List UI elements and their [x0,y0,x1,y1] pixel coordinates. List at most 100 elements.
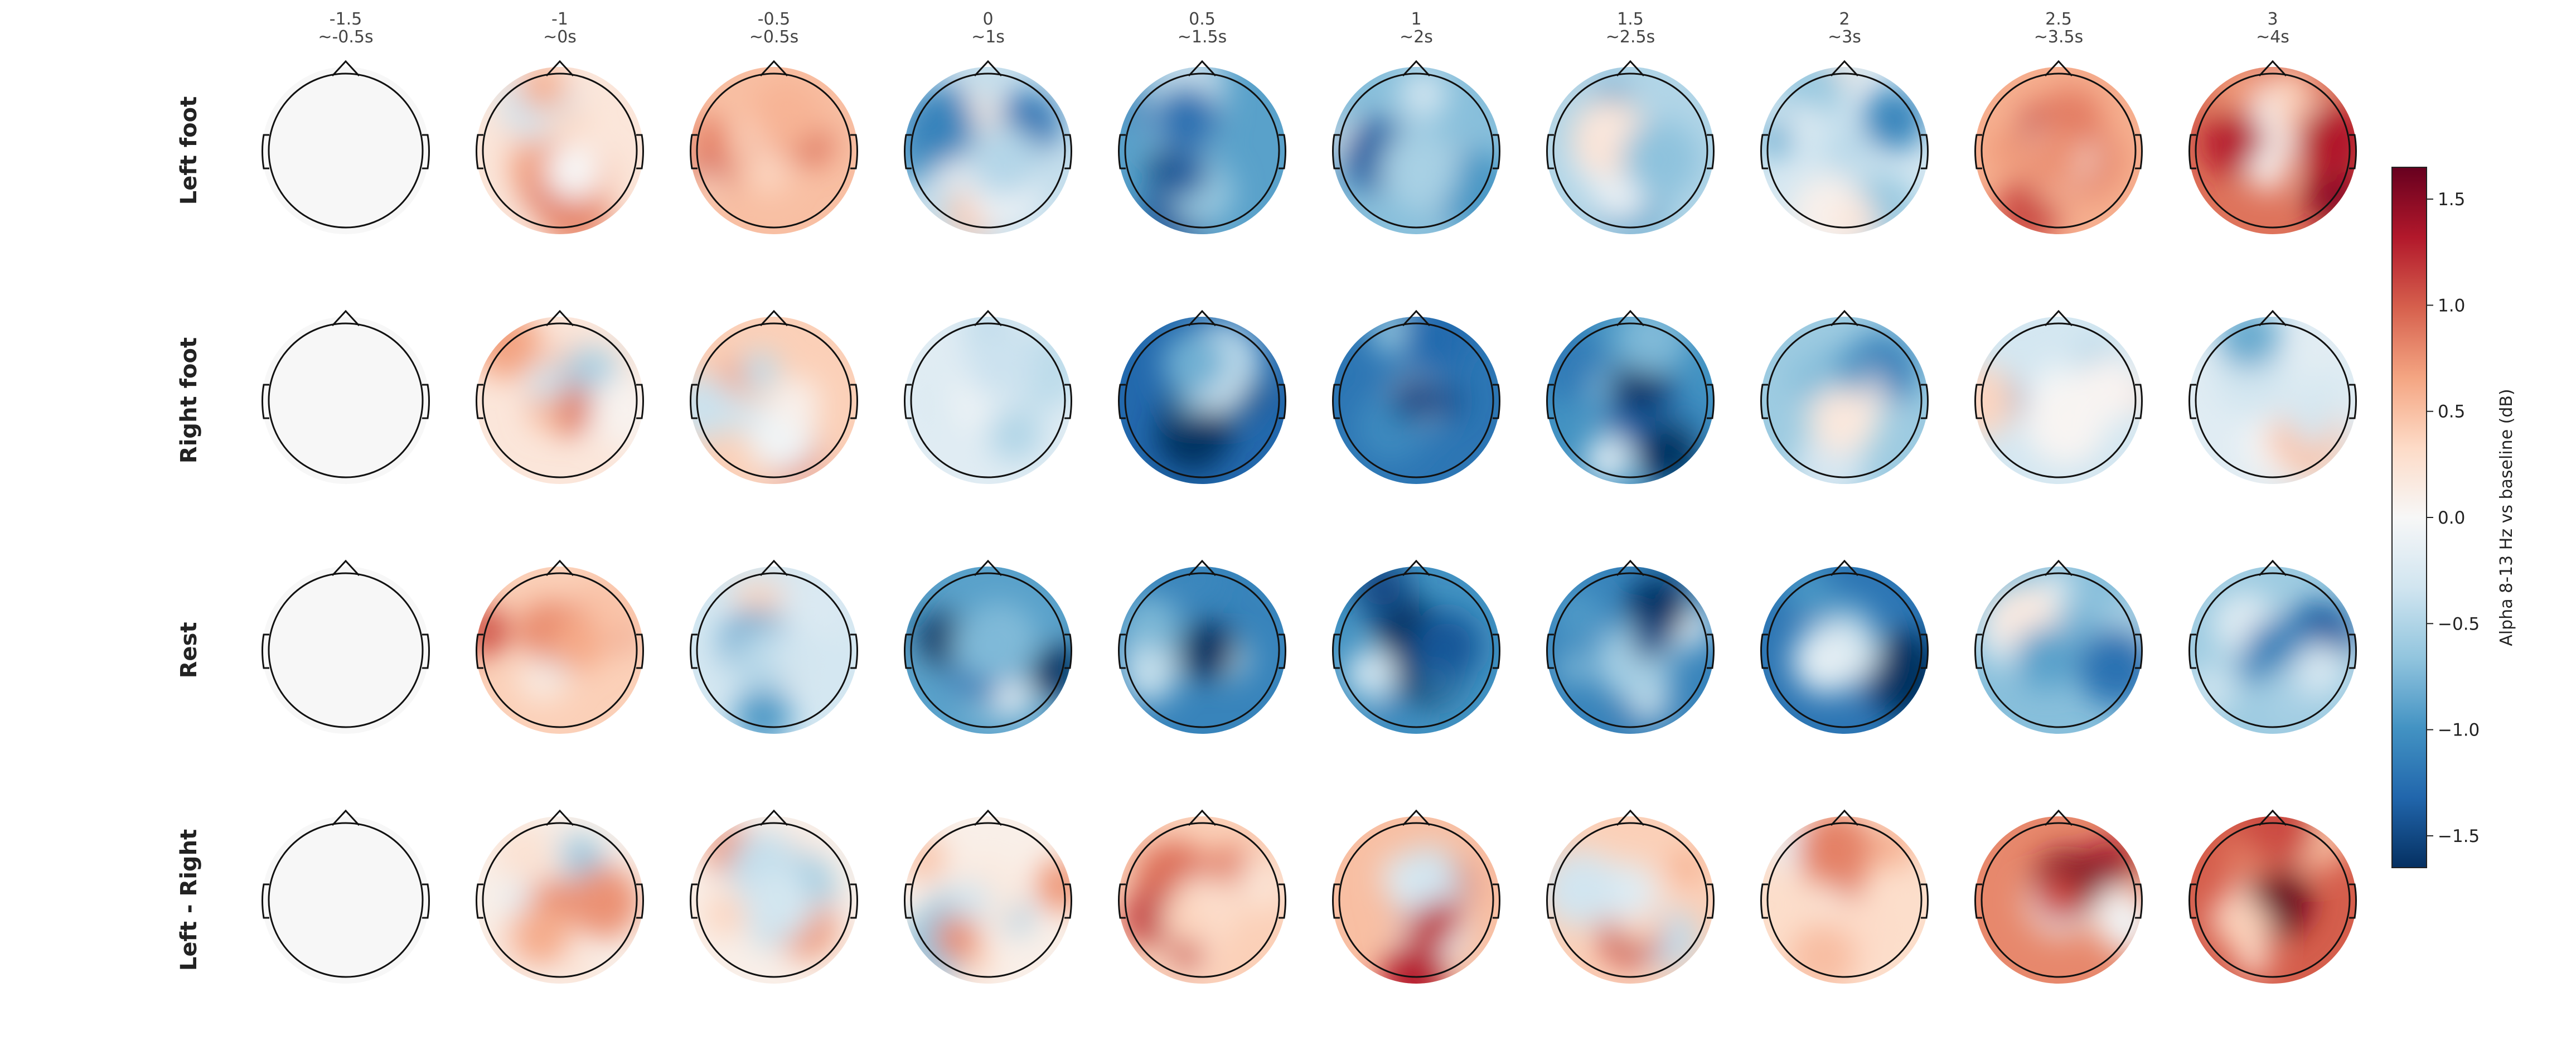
colorbar-ticks: 1.5 1.0 0.5 0.0 −0.5 −1.0 −1.5 [2427,190,2480,846]
topomap-blob [567,866,641,939]
topomap [1760,60,1929,234]
topomap [476,60,644,234]
head-nose [1616,60,1645,77]
column-time-label: -0.5 [758,9,791,29]
row-labels: Left foot Right foot Rest Left - Right [176,96,202,971]
topomap-disc [262,67,429,234]
topomap-blob [530,395,564,429]
head-nose [974,809,1003,826]
topomap-blob [1183,567,1217,597]
head-right-ear [850,134,858,170]
head-left-ear [2188,134,2196,170]
topomap [690,809,858,984]
head-left-ear [1546,633,1554,669]
column-window-label: ~1s [971,27,1005,47]
topomap [904,809,1072,984]
topomap-blob [2248,151,2288,191]
topomap-blob [2189,663,2238,716]
column-window-label: ~-0.5s [318,27,373,47]
column-window-label: ~1.5s [1178,27,1227,47]
head-nose [1616,559,1645,577]
head-outline [1124,72,1280,229]
head-right-ear [1707,883,1715,919]
row-condition-label: Left foot [176,96,202,205]
head-right-ear [1279,134,1286,170]
head-nose [545,559,574,577]
topomap-blob [733,579,766,611]
topomap-blob [1379,130,1459,210]
head-outline [1338,322,1494,478]
topomap-blob [987,406,1042,462]
topomap-blob [904,88,977,165]
topomap [476,809,644,984]
column-window-label: ~3s [1828,27,1861,47]
topomap [1118,809,1286,984]
head-right-ear [1921,633,1929,669]
colorbar-tick-label: −1.5 [2438,826,2480,846]
head-left-ear [1332,633,1340,669]
topomap-blob [692,171,725,204]
colorbar-tick-label: 0.5 [2438,402,2465,422]
head-nose [759,309,788,327]
head-nose [545,809,574,826]
topomap-blob [949,882,992,924]
topomap [2188,809,2357,984]
topomap-disc [262,317,429,484]
head-nose [2044,309,2073,327]
head-right-ear [422,134,430,170]
head-right-ear [2135,633,2143,669]
topomap-blob [1392,881,1427,916]
head-nose [2044,809,2073,826]
head-left-ear [1118,633,1126,669]
topomap-blob [1183,409,1233,459]
topomap [1332,559,1500,734]
topomap-blob [2217,317,2280,369]
column-time-label: 2.5 [2045,9,2072,29]
head-outline [268,822,424,978]
head-right-ear [2135,883,2143,919]
topomap-blob [2246,622,2296,671]
topomap [690,309,858,484]
topomap-blob [548,617,604,672]
head-right-ear [1493,384,1500,419]
column-time-label: -1.5 [330,9,362,29]
topomap-blob [558,952,599,984]
topomap-blob [2293,643,2347,696]
head-nose [1188,60,1217,77]
head-left-ear [1974,883,1982,919]
head-left-ear [476,384,483,419]
topomap-blob [1792,625,1862,695]
head-right-ear [1279,633,1286,669]
head-left-ear [1332,384,1340,419]
head-outline [1338,572,1494,728]
column-window-label: ~4s [2256,27,2289,47]
topomap-blob [969,125,1040,196]
head-nose [759,60,788,77]
topomap-blob [2015,627,2078,690]
head-right-ear [2349,134,2357,170]
head-nose [1402,809,1431,826]
topomap-blob [1585,436,1632,483]
head-right-ear [850,883,858,919]
colorbar-tick-label: 0.0 [2438,508,2465,528]
head-right-ear [2349,633,2357,669]
topomap [1118,309,1286,484]
head-right-ear [2349,384,2357,419]
topomap-blob [589,374,643,448]
row-condition-label: Rest [176,622,202,679]
head-left-ear [690,384,698,419]
head-left-ear [690,883,698,919]
topomap-blob [1413,612,1481,680]
topomap-blob [1035,859,1072,912]
topomap-blob [1870,646,1928,719]
head-left-ear [1118,134,1126,170]
topomap-blob [740,352,779,390]
head-left-ear [904,134,912,170]
head-outline [1124,572,1280,728]
head-outline [1981,572,2137,728]
topomap-blob [734,688,792,734]
head-outline [1981,822,2137,978]
topomap-blob [965,328,1037,400]
topomap-blob [2077,627,2142,707]
topomap [1118,559,1286,734]
